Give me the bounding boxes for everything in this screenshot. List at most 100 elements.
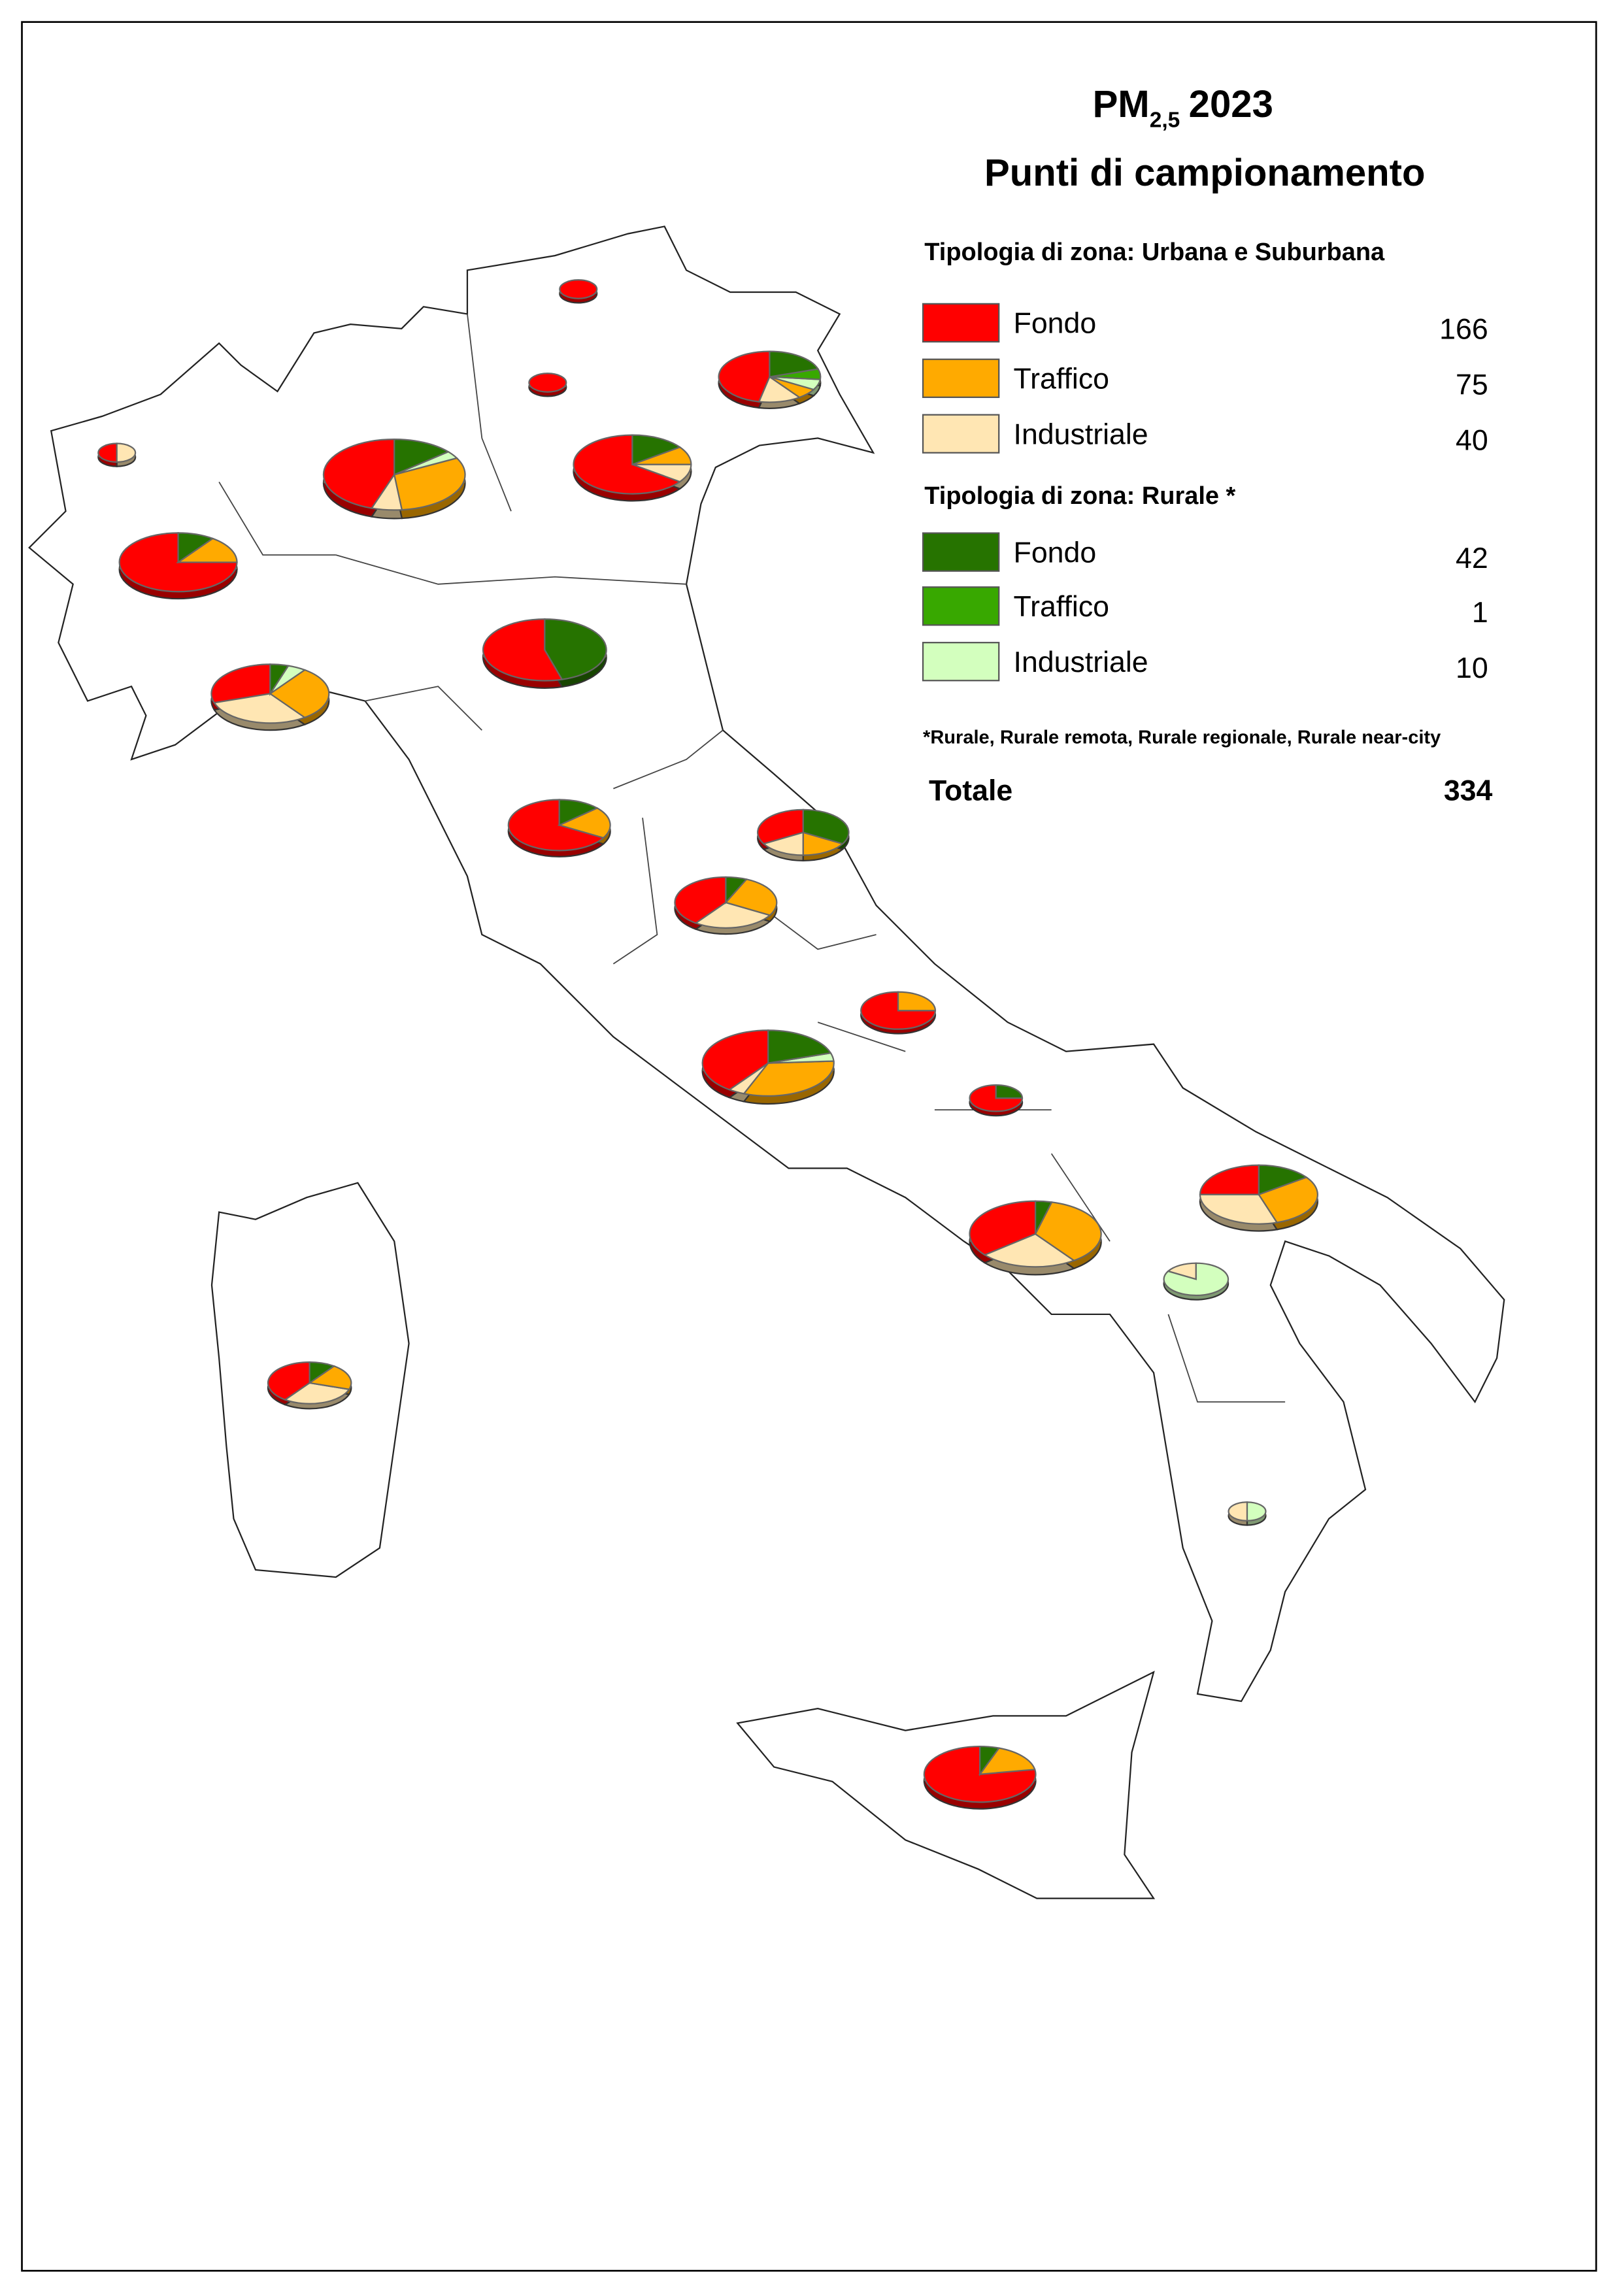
pie [1229, 1502, 1266, 1525]
pie-slice [767, 1029, 832, 1064]
pie [210, 663, 330, 731]
pie [701, 1029, 835, 1105]
pie-slice [978, 1747, 1036, 1776]
total-label: Totale [929, 774, 1012, 807]
pie-slice [212, 693, 307, 724]
pie-slice [557, 807, 611, 839]
pie [482, 618, 607, 689]
pie-slice [309, 1361, 336, 1385]
pie-slice [1199, 1193, 1278, 1225]
pie [97, 442, 137, 467]
legend-label: Traffico [1014, 591, 1109, 623]
pie-slice [1247, 1502, 1265, 1520]
pie-slice [802, 808, 850, 845]
pie-slice [1258, 1176, 1318, 1223]
pie-slice [762, 831, 804, 856]
title-sub: 2,5 [1150, 108, 1180, 133]
pie-slice [718, 350, 771, 403]
legend-label: Industriale [1014, 646, 1148, 678]
pie-slice [860, 991, 937, 1030]
mainland [28, 225, 1505, 1703]
pie-slice [995, 1084, 1024, 1099]
pie-slice [923, 1745, 1037, 1803]
pie [1163, 1262, 1229, 1301]
pie [507, 799, 611, 857]
pie-slice [507, 799, 605, 852]
legend-label: Fondo [1014, 308, 1097, 340]
pie [322, 438, 466, 520]
pie-slice [528, 373, 567, 393]
pie-slice [283, 1382, 351, 1405]
title-year: 2023 [1189, 83, 1273, 125]
pie [118, 532, 238, 600]
legend-swatch [922, 358, 1000, 398]
legend-count: 40 [1456, 424, 1488, 456]
pie-slice [559, 279, 598, 299]
pie [860, 991, 937, 1035]
legend-heading: Tipologia di zona: Rurale * [924, 482, 1235, 510]
pie-slice [1163, 1262, 1229, 1297]
pie [528, 373, 567, 397]
legend-count: 166 [1439, 313, 1488, 345]
legend-heading: Tipologia di zona: Urbana e Suburbana [924, 239, 1385, 266]
pie-slice [116, 442, 137, 463]
legend-count: 10 [1456, 652, 1488, 684]
pie-slice [307, 1365, 352, 1390]
legend-swatch [922, 586, 1000, 626]
pie-slice [631, 434, 682, 466]
pie-slice [725, 876, 748, 905]
pie-slice [573, 434, 682, 495]
pie-slice [210, 663, 271, 704]
pie-slice [674, 876, 727, 924]
pie-slice [1258, 1164, 1309, 1196]
pie-slice [1034, 1201, 1102, 1261]
legend-count: 1 [1472, 597, 1488, 629]
pie-slice [393, 438, 450, 476]
pie-slice [701, 1029, 769, 1091]
pie-slice [769, 350, 820, 378]
pie-slice [743, 1060, 835, 1097]
subtitle: Punti di campionamento [984, 152, 1425, 194]
legend-count: 42 [1456, 542, 1488, 574]
pie [573, 434, 692, 502]
pie-slice [322, 438, 395, 509]
pie-layer [97, 279, 1318, 1810]
pie-slice [175, 537, 238, 563]
pie-slice [393, 457, 466, 511]
pie-slice [802, 831, 844, 856]
pie-slice [269, 669, 330, 719]
pie [1199, 1164, 1318, 1232]
pie [969, 1200, 1102, 1276]
pie [559, 279, 598, 304]
pie [674, 876, 778, 935]
legend-note: *Rurale, Rurale remota, Rurale regionale… [923, 727, 1441, 748]
pie-slice [979, 1745, 1001, 1777]
pie-slice [694, 901, 772, 929]
pie-slice [897, 991, 937, 1012]
legend-swatch [922, 303, 1000, 343]
title-main: PM [1093, 83, 1150, 125]
pie-slice [269, 663, 290, 697]
pie-slice [267, 1361, 310, 1401]
pie-slice [97, 442, 118, 463]
pie-slice [969, 1200, 1037, 1256]
pie-slice [482, 618, 563, 682]
pie-slice [1229, 1502, 1247, 1520]
total-value: 334 [1444, 774, 1493, 807]
pie [757, 808, 850, 861]
pie-slice [1034, 1200, 1053, 1235]
pie [718, 350, 822, 409]
pie-slice [558, 799, 599, 827]
legend-swatch [922, 532, 1000, 572]
legend-swatch [922, 642, 1000, 682]
legend-label: Traffico [1014, 363, 1109, 395]
pie-slice [983, 1233, 1076, 1268]
pie [923, 1745, 1037, 1810]
pie [267, 1361, 352, 1410]
pie-slice [1199, 1164, 1260, 1195]
pie [969, 1084, 1024, 1117]
pie-slice [177, 532, 214, 564]
pie-slice [544, 618, 607, 680]
